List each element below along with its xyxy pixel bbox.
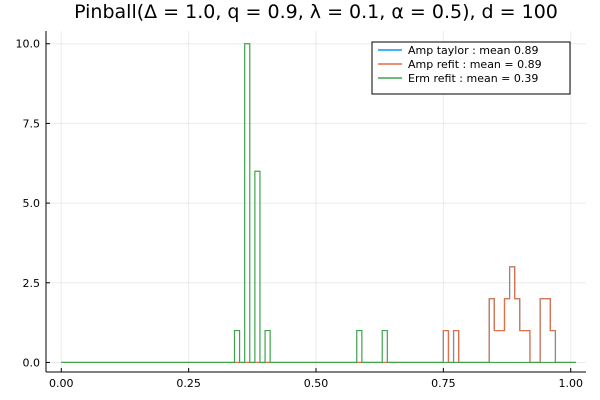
legend-label: Erm refit : mean = 0.39 — [408, 72, 538, 85]
x-tick-label: 0.25 — [176, 377, 201, 390]
legend-label: Amp refit : mean = 0.89 — [408, 58, 542, 71]
y-tick-label: 5.0 — [23, 197, 41, 210]
y-tick-label: 10.0 — [16, 38, 41, 51]
x-tick-label: 1.00 — [558, 377, 583, 390]
series-layer — [61, 43, 576, 364]
legend-label: Amp taylor : mean 0.89 — [408, 44, 538, 57]
y-tick-label: 7.5 — [23, 117, 41, 130]
y-tick-label: 0.0 — [23, 356, 41, 369]
chart-title: Pinball(Δ = 1.0, q = 0.9, λ = 0.1, α = 0… — [74, 1, 558, 23]
x-tick-label: 0.00 — [49, 377, 74, 390]
tick-layer: 0.00 0.25 0.50 0.75 1.00 0.0 2.5 5.0 7.5 10.0 — [16, 38, 583, 390]
axis-layer — [45, 31, 586, 373]
x-tick-label: 0.75 — [431, 377, 456, 390]
y-tick-label: 2.5 — [23, 277, 41, 290]
legend-box — [371, 41, 571, 95]
x-tick-label: 0.50 — [304, 377, 329, 390]
series-line-erm-refit — [61, 43, 576, 364]
